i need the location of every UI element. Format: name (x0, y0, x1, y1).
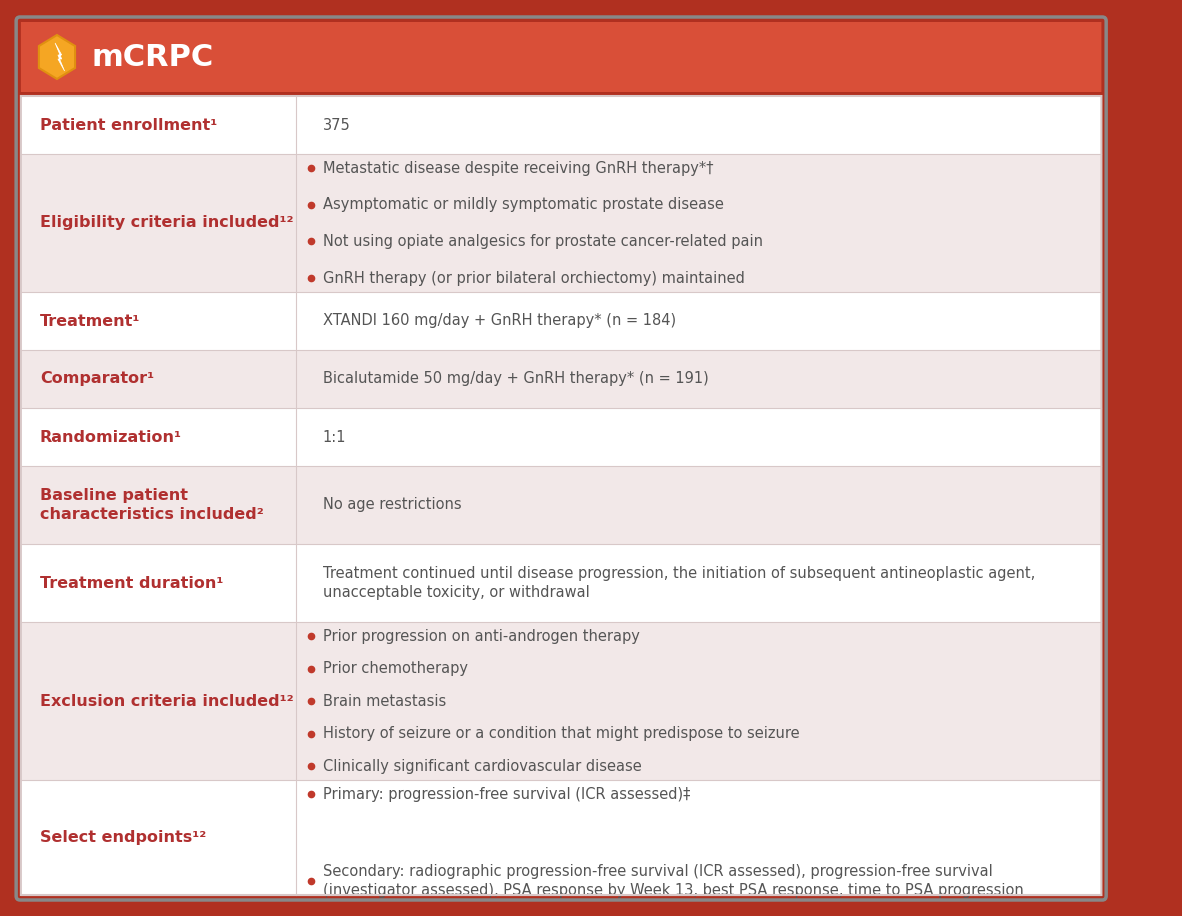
Text: Prior progression on anti-androgen therapy: Prior progression on anti-androgen thera… (323, 628, 639, 644)
Text: No age restrictions: No age restrictions (323, 497, 461, 512)
FancyBboxPatch shape (21, 466, 1102, 544)
Text: Treatment¹: Treatment¹ (40, 313, 141, 329)
FancyBboxPatch shape (21, 154, 1102, 292)
Text: Baseline patient
characteristics included²: Baseline patient characteristics include… (40, 487, 264, 522)
Text: Brain metastasis: Brain metastasis (323, 693, 446, 708)
FancyBboxPatch shape (21, 292, 1102, 350)
Text: Patient enrollment¹: Patient enrollment¹ (40, 117, 217, 133)
Text: Treatment continued until disease progression, the initiation of subsequent anti: Treatment continued until disease progre… (323, 566, 1035, 600)
Text: Eligibility criteria included¹²: Eligibility criteria included¹² (40, 215, 293, 231)
FancyBboxPatch shape (21, 408, 1102, 466)
Text: Metastatic disease despite receiving GnRH therapy*†: Metastatic disease despite receiving GnR… (323, 160, 713, 176)
FancyBboxPatch shape (21, 22, 1102, 92)
Text: History of seizure or a condition that might predispose to seizure: History of seizure or a condition that m… (323, 726, 799, 741)
FancyBboxPatch shape (21, 780, 1102, 895)
FancyBboxPatch shape (21, 96, 1102, 154)
Text: mCRPC: mCRPC (91, 42, 214, 71)
Text: Comparator¹: Comparator¹ (40, 372, 154, 387)
Text: Bicalutamide 50 mg/day + GnRH therapy* (n = 191): Bicalutamide 50 mg/day + GnRH therapy* (… (323, 372, 708, 387)
Text: Randomization¹: Randomization¹ (40, 430, 182, 444)
FancyBboxPatch shape (21, 350, 1102, 408)
Text: Asymptomatic or mildly symptomatic prostate disease: Asymptomatic or mildly symptomatic prost… (323, 197, 723, 213)
Text: Not using opiate analgesics for prostate cancer-related pain: Not using opiate analgesics for prostate… (323, 234, 762, 249)
Text: XTANDI 160 mg/day + GnRH therapy* (n = 184): XTANDI 160 mg/day + GnRH therapy* (n = 1… (323, 313, 676, 329)
FancyBboxPatch shape (21, 544, 1102, 622)
Polygon shape (39, 35, 76, 79)
Text: 375: 375 (323, 117, 351, 133)
Text: Treatment duration¹: Treatment duration¹ (40, 575, 223, 591)
Text: 1:1: 1:1 (323, 430, 346, 444)
FancyBboxPatch shape (21, 622, 1102, 780)
Text: GnRH therapy (or prior bilateral orchiectomy) maintained: GnRH therapy (or prior bilateral orchiec… (323, 270, 745, 286)
Text: Primary: progression-free survival (ICR assessed)‡: Primary: progression-free survival (ICR … (323, 787, 690, 802)
Text: Clinically significant cardiovascular disease: Clinically significant cardiovascular di… (323, 758, 642, 773)
Polygon shape (56, 43, 65, 71)
Text: Exclusion criteria included¹²: Exclusion criteria included¹² (40, 693, 293, 708)
Text: Secondary: radiographic progression-free survival (ICR assessed), progression-fr: Secondary: radiographic progression-free… (323, 864, 1024, 898)
Text: Prior chemotherapy: Prior chemotherapy (323, 661, 468, 676)
Text: Select endpoints¹²: Select endpoints¹² (40, 830, 206, 845)
